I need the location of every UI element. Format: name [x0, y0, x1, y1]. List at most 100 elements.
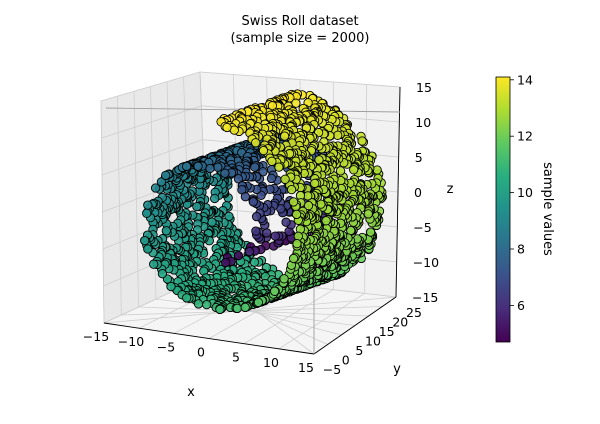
- z-tick-label: −15: [412, 290, 438, 305]
- data-point: [220, 168, 230, 178]
- data-point: [182, 293, 192, 303]
- x-tick-label: 0: [197, 345, 205, 360]
- y-tick-label: 0: [342, 353, 350, 368]
- data-point: [292, 238, 302, 249]
- x-tick-labels: −15 −10 −5 0 5 10 15: [83, 329, 314, 375]
- x-tick-label: −5: [157, 339, 175, 354]
- data-point: [166, 281, 176, 292]
- data-point: [310, 178, 320, 189]
- x-axis-line: [103, 322, 315, 355]
- data-point: [210, 193, 220, 204]
- colorbar-gradient: [495, 76, 511, 343]
- data-point: [161, 170, 171, 181]
- data-point: [357, 136, 367, 146]
- chart-subtitle: (sample size = 2000): [231, 31, 370, 46]
- colorbar: 6 8 10 12 14 sample values: [495, 72, 555, 343]
- data-point: [221, 257, 231, 268]
- data-point: [274, 162, 284, 172]
- colorbar-ticks: 6 8 10 12 14: [510, 72, 533, 313]
- data-point: [363, 209, 373, 219]
- y-axis-label: y: [393, 362, 401, 377]
- data-point: [349, 165, 359, 175]
- colorbar-label: sample values: [540, 162, 555, 256]
- data-point: [240, 302, 250, 313]
- data-point: [222, 122, 232, 133]
- data-point: [335, 166, 346, 176]
- data-point: [233, 250, 244, 261]
- data-point: [140, 235, 150, 246]
- y-tick-label: 25: [406, 305, 422, 320]
- data-point: [281, 217, 291, 227]
- data-point: [258, 145, 269, 156]
- x-tick-label: 15: [298, 360, 314, 375]
- data-point: [150, 183, 161, 193]
- data-point: [251, 138, 261, 148]
- z-tick-label: −5: [413, 220, 431, 235]
- data-point: [143, 244, 153, 254]
- data-point: [270, 231, 280, 241]
- z-axis-line: [395, 86, 401, 298]
- data-point: [250, 162, 260, 172]
- grid-line-z-wall: [101, 105, 202, 139]
- data-point: [161, 226, 171, 236]
- colorbar-tick-label: 14: [517, 72, 533, 87]
- y-tick-label: 20: [392, 315, 408, 330]
- z-tick-label: 15: [416, 80, 432, 95]
- z-axis-label: z: [447, 182, 454, 197]
- y-tick-label: 15: [379, 324, 395, 339]
- z-tick-label: −10: [413, 255, 439, 270]
- grid-line-y: [121, 306, 383, 316]
- data-point: [233, 174, 244, 184]
- data-point: [149, 259, 159, 269]
- x-axis-label: x: [187, 385, 195, 400]
- data-point: [215, 304, 225, 315]
- data-point: [157, 269, 168, 279]
- data-point: [279, 274, 289, 284]
- colorbar-tick-label: 12: [517, 129, 533, 144]
- grid-line-z: [199, 71, 401, 88]
- y-axis-line: [313, 296, 397, 355]
- data-point: [288, 253, 299, 264]
- data-point: [240, 192, 251, 202]
- data-point: [267, 156, 277, 166]
- data-point: [291, 209, 302, 220]
- colorbar-tick-label: 10: [517, 185, 533, 200]
- grid-line-z-wall: [100, 71, 201, 102]
- data-point: [286, 184, 297, 195]
- x-tick-label: −15: [83, 329, 109, 344]
- data-point: [142, 208, 152, 218]
- z-tick-label: 10: [415, 115, 431, 130]
- data-point: [205, 163, 215, 174]
- data-point: [280, 174, 290, 184]
- chart-title: Swiss Roll dataset: [241, 14, 358, 29]
- data-points: [140, 89, 388, 315]
- grid-line-z-wall: [101, 139, 203, 176]
- data-point: [321, 216, 331, 226]
- y-tick-label: −5: [323, 362, 341, 377]
- y-tick-label: 10: [365, 334, 381, 349]
- data-point: [279, 131, 290, 141]
- data-point: [156, 177, 167, 187]
- data-point: [232, 303, 242, 314]
- data-point: [262, 228, 272, 238]
- x-tick-label: −10: [118, 334, 144, 349]
- data-point: [181, 161, 192, 172]
- data-point: [248, 197, 258, 207]
- x-tick-label: 5: [232, 350, 240, 365]
- data-point: [288, 197, 299, 207]
- data-point: [213, 162, 223, 172]
- z-tick-label: 5: [415, 150, 423, 165]
- data-point: [266, 173, 277, 184]
- grid-line-y: [138, 306, 369, 317]
- data-point: [193, 161, 203, 171]
- data-point: [244, 246, 255, 257]
- colorbar-tick-label: 8: [517, 242, 525, 257]
- data-point: [192, 201, 202, 212]
- z-tick-label: 0: [414, 185, 422, 200]
- colorbar-tick-label: 6: [517, 298, 525, 313]
- z-tick-labels: −15 −10 −5 0 5 10 15: [412, 80, 439, 305]
- data-point: [143, 200, 153, 210]
